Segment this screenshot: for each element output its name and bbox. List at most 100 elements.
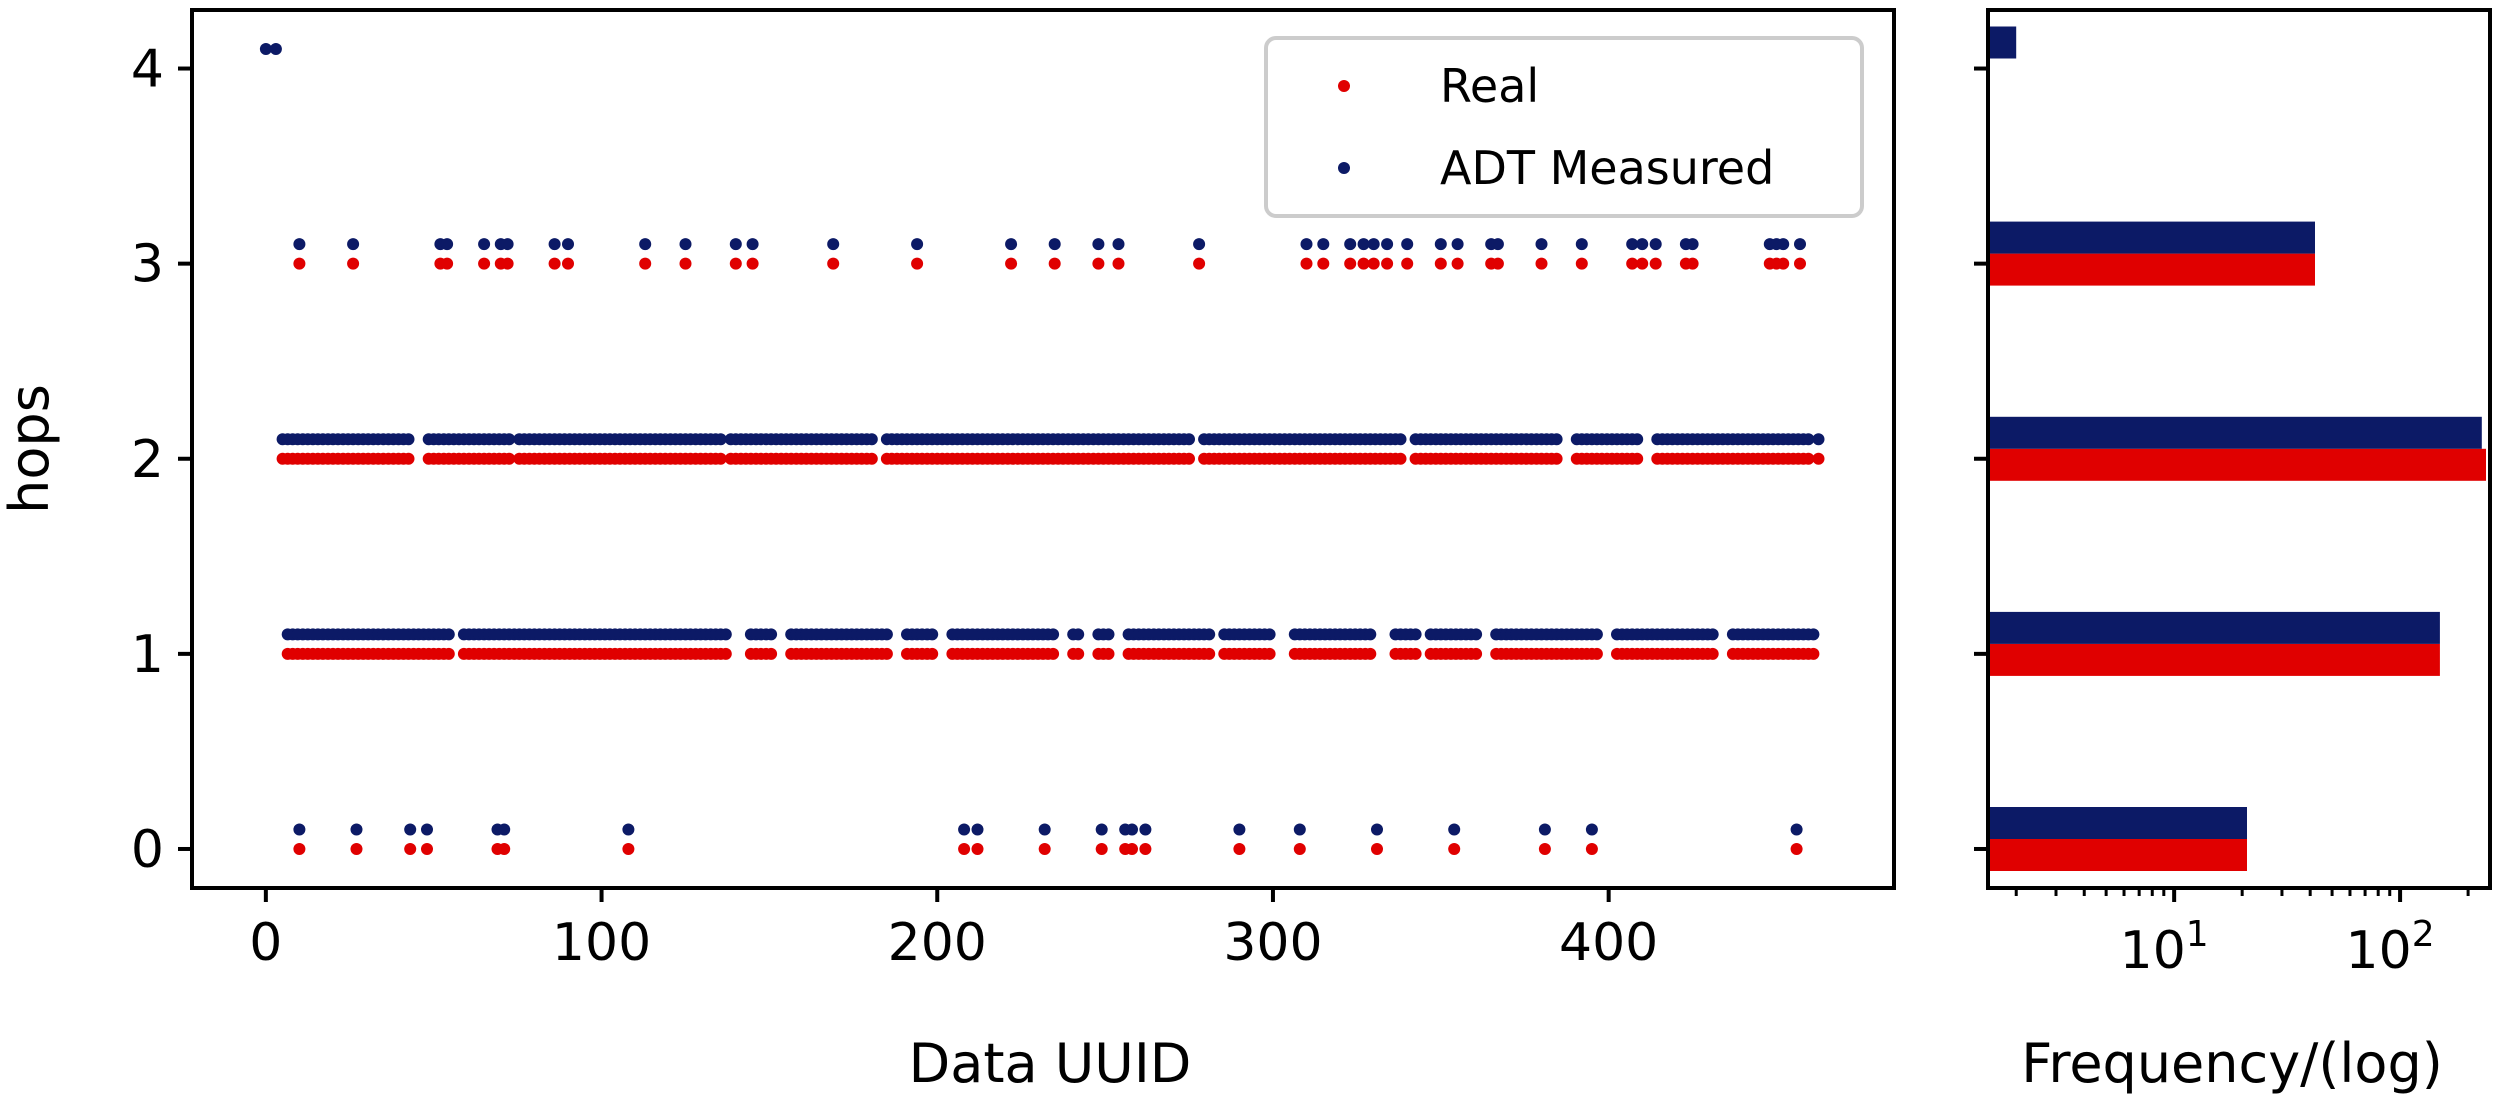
scatter-point-adt-measured xyxy=(911,238,924,251)
scatter-point-real xyxy=(293,257,306,270)
legend-marker-real xyxy=(1338,80,1350,92)
scatter-point-adt-measured xyxy=(1794,238,1806,251)
histogram-x-axis-title: Frequency/(log) xyxy=(2021,1032,2443,1095)
scatter-point-real xyxy=(503,452,516,465)
scatter-point-real xyxy=(1812,452,1825,465)
scatter-point-real xyxy=(1038,843,1051,855)
scatter-point-adt-measured xyxy=(1367,238,1380,251)
scatter-point-real xyxy=(1575,257,1588,270)
scatter-point-adt-measured xyxy=(1293,823,1306,836)
scatter-point-adt-measured xyxy=(1357,238,1370,251)
scatter-x-tick-label: 100 xyxy=(552,913,651,973)
scatter-point-adt-measured xyxy=(1409,628,1422,641)
histogram-panel: 101 102 Frequency/(log) xyxy=(1974,8,2492,1095)
scatter-point-real xyxy=(719,647,732,660)
scatter-point-real xyxy=(1535,257,1548,270)
scatter-point-real xyxy=(1807,647,1820,660)
scatter-y-tick-label: 2 xyxy=(131,430,164,490)
scatter-point-real xyxy=(1649,257,1662,270)
scatter-point-adt-measured xyxy=(1344,238,1357,251)
scatter-point-real xyxy=(765,647,778,660)
scatter-point-real xyxy=(1636,257,1649,270)
scatter-point-real xyxy=(293,843,306,855)
scatter-point-real xyxy=(622,843,635,855)
scatter-points xyxy=(259,43,1825,855)
scatter-point-adt-measured xyxy=(259,43,272,55)
histogram-y-ticks xyxy=(1974,66,1988,851)
scatter-point-adt-measured xyxy=(1777,238,1790,251)
scatter-x-axis-title: Data UUID xyxy=(909,1032,1192,1095)
scatter-point-adt-measured xyxy=(1112,238,1125,251)
scatter-point-adt-measured xyxy=(1807,628,1820,641)
scatter-point-adt-measured xyxy=(827,238,840,251)
scatter-x-tick-label: 400 xyxy=(1559,913,1658,973)
scatter-point-adt-measured xyxy=(1451,238,1464,251)
scatter-point-adt-measured xyxy=(293,238,306,251)
scatter-point-real xyxy=(1371,843,1383,855)
scatter-point-adt-measured xyxy=(719,628,732,641)
scatter-point-adt-measured xyxy=(1790,823,1803,836)
scatter-point-real xyxy=(1538,843,1551,855)
histogram-bar-adt-measured xyxy=(1988,416,2482,449)
scatter-point-real xyxy=(1139,843,1152,855)
scatter-point-real xyxy=(714,452,727,465)
scatter-point-adt-measured xyxy=(958,823,971,836)
scatter-point-real xyxy=(1394,452,1407,465)
scatter-point-adt-measured xyxy=(503,433,516,446)
scatter-frame xyxy=(190,8,1896,890)
scatter-point-adt-measured xyxy=(478,238,491,251)
scatter-point-real xyxy=(1048,257,1061,270)
histogram-x-tick-label: 101 xyxy=(2120,914,2209,981)
scatter-point-real xyxy=(1451,257,1464,270)
scatter-point-real xyxy=(404,843,417,855)
scatter-x-tick-label: 0 xyxy=(249,913,282,973)
scatter-point-adt-measured xyxy=(1381,238,1394,251)
scatter-point-adt-measured xyxy=(1364,628,1377,641)
scatter-point-adt-measured xyxy=(350,823,363,836)
scatter-point-real xyxy=(1203,647,1216,660)
scatter-point-adt-measured xyxy=(1394,433,1407,446)
scatter-point-adt-measured xyxy=(765,628,778,641)
histogram-bar-adt-measured xyxy=(1988,221,2315,254)
scatter-point-real xyxy=(639,257,652,270)
scatter-point-adt-measured xyxy=(639,238,652,251)
scatter-x-tick-label: 200 xyxy=(888,913,987,973)
scatter-point-adt-measured xyxy=(1193,238,1206,251)
scatter-point-adt-measured xyxy=(548,238,561,251)
scatter-point-adt-measured xyxy=(1491,238,1504,251)
scatter-point-real xyxy=(958,843,971,855)
histogram-bar-real xyxy=(1988,643,2440,676)
scatter-point-real xyxy=(1448,843,1461,855)
scatter-point-adt-measured xyxy=(679,238,692,251)
scatter-point-real xyxy=(746,257,759,270)
scatter-point-real xyxy=(971,843,984,855)
scatter-point-adt-measured xyxy=(1802,433,1815,446)
scatter-point-adt-measured xyxy=(1434,238,1447,251)
scatter-point-real xyxy=(1126,843,1138,855)
scatter-point-real xyxy=(421,843,433,855)
scatter-point-adt-measured xyxy=(1626,238,1639,251)
scatter-point-adt-measured xyxy=(402,433,415,446)
scatter-point-adt-measured xyxy=(501,238,514,251)
scatter-point-real xyxy=(827,257,840,270)
scatter-point-adt-measured xyxy=(1183,433,1195,446)
scatter-point-adt-measured xyxy=(729,238,742,251)
scatter-point-real xyxy=(1686,257,1699,270)
scatter-point-adt-measured xyxy=(1649,238,1662,251)
histogram-bars xyxy=(1988,26,2486,871)
scatter-point-adt-measured xyxy=(562,238,574,251)
scatter-point-real xyxy=(1005,257,1018,270)
scatter-point-real xyxy=(865,452,878,465)
scatter-point-real xyxy=(1233,843,1246,855)
scatter-x-tick-label: 300 xyxy=(1223,913,1322,973)
histogram-bar-real xyxy=(1988,448,2486,481)
scatter-point-adt-measured xyxy=(714,433,727,446)
legend: Real ADT Measured xyxy=(1264,36,1864,218)
scatter-point-real xyxy=(1102,647,1115,660)
scatter-point-real xyxy=(1193,257,1206,270)
scatter-point-real xyxy=(501,257,514,270)
histogram-x-tick-label: 102 xyxy=(2346,914,2435,981)
scatter-panel: 0 1 2 3 4 0 100 200 300 400 Data UUID hops Real … xyxy=(0,8,1896,1095)
scatter-point-adt-measured xyxy=(926,628,939,641)
scatter-point-adt-measured xyxy=(1317,238,1330,251)
